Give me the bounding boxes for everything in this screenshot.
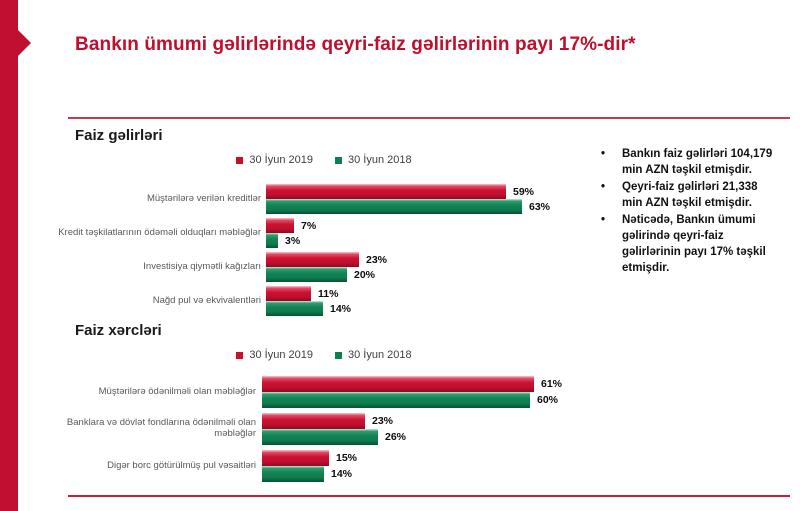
chart-row: Kredit təşkilatlarının ödəməli olduqları…	[53, 218, 550, 248]
legend-swatch-icon	[236, 351, 244, 359]
bar-value-label: 23%	[372, 415, 394, 427]
legend-label: 30 İyun 2018	[348, 349, 412, 361]
bar-30-i̇yun-2018	[266, 199, 522, 214]
category-label: Nağd pul və ekvivalentləri	[152, 294, 261, 306]
bar-line: 7%	[266, 218, 316, 233]
bar-30-i̇yun-2019	[266, 184, 506, 199]
bar-line: 11%	[266, 286, 351, 301]
legend-item: 30 İyun 2018	[335, 154, 412, 166]
bar-value-label: 20%	[354, 268, 376, 281]
bar-30-i̇yun-2019	[266, 252, 359, 267]
bar-group: 23% 20%	[266, 252, 387, 282]
bar-group: 23% 26%	[262, 413, 406, 445]
category-label: Müştərilərə verilən kreditlər	[146, 192, 261, 204]
left-accent-bar	[0, 0, 18, 511]
legend-label: 30 İyun 2019	[249, 349, 313, 361]
bar-value-label: 7%	[301, 219, 317, 232]
bar-30-i̇yun-2018	[262, 466, 324, 482]
note-item: • Nəticədə, Bankın ümumi gəlirində qeyri…	[597, 212, 775, 276]
category-label: Müştərilərə ödənilməli olan məbləğlər	[98, 385, 256, 397]
bar-30-i̇yun-2019	[266, 286, 311, 301]
bar-line: 23%	[266, 252, 387, 267]
legend-chart-1: 30 İyun 2019 30 İyun 2018	[53, 349, 595, 361]
chart-row: Investisiya qiymətli kağızları 23% 20%	[53, 252, 550, 282]
bar-value-label: 63%	[529, 200, 551, 213]
legend-swatch-icon	[335, 156, 342, 164]
bullet-icon: •	[601, 214, 606, 226]
notes-panel: • Bankın faiz gəlirləri 104,179 min AZN …	[597, 146, 775, 277]
bar-line: 23%	[262, 413, 406, 429]
legend-swatch-icon	[236, 156, 244, 164]
chart-title-faiz-gelirleri: Faiz gəlirləri	[75, 127, 163, 144]
bar-value-label: 11%	[318, 287, 339, 300]
legend-label: 30 İyun 2019	[249, 154, 313, 166]
chart-row: Müştərilərə ödənilməli olan məbləğlər 61%…	[53, 376, 562, 408]
bar-group: 61% 60%	[262, 376, 562, 408]
bar-30-i̇yun-2018	[262, 392, 530, 408]
note-item: • Qeyri-faiz gəlirləri 21,338 min AZN tə…	[597, 179, 775, 211]
bar-line: 26%	[262, 429, 406, 445]
bar-30-i̇yun-2019	[262, 413, 365, 429]
bar-line: 15%	[262, 450, 357, 466]
note-text: Qeyri-faiz gəlirləri 21,338 min AZN təşk…	[622, 181, 758, 209]
legend-item: 30 İyun 2018	[335, 349, 412, 361]
chart-row: Digər borc götürülmüş pul vəsaitləri 15% 1…	[53, 450, 562, 482]
bar-30-i̇yun-2019	[266, 218, 294, 233]
category-label: Investisiya qiymətli kağızları	[143, 260, 261, 272]
category-label: Kredit təşkilatlarının ödəməli olduqları…	[58, 226, 261, 238]
bar-group: 7% 3%	[266, 218, 316, 248]
note-text: Bankın faiz gəlirləri 104,179 min AZN tə…	[622, 148, 773, 176]
bar-value-label: 26%	[385, 431, 407, 443]
note-text: Nəticədə, Bankın ümumi gəlirində qeyri-f…	[622, 214, 766, 274]
slide-title: Bankın ümumi gəlirlərində qeyri-faiz gəl…	[75, 34, 636, 55]
bar-group: 15% 14%	[262, 450, 357, 482]
bar-30-i̇yun-2018	[266, 267, 347, 282]
chart-faiz-xercleri: Müştərilərə ödənilməli olan məbləğlər 61%…	[53, 376, 562, 487]
legend-chart-0: 30 İyun 2019 30 İyun 2018	[53, 154, 595, 166]
bar-value-label: 14%	[331, 468, 353, 480]
bar-line: 60%	[262, 392, 562, 408]
legend-item: 30 İyun 2019	[236, 349, 313, 361]
bar-line: 63%	[266, 199, 550, 214]
arrow-right-icon	[18, 30, 31, 56]
category-label: Banklara və dövlət fondlarına ödənilməli…	[66, 417, 256, 439]
bar-30-i̇yun-2018	[266, 301, 323, 316]
category-label: Digər borc götürülmüş pul vəsaitləri	[107, 459, 256, 471]
bar-line: 61%	[262, 376, 562, 392]
bar-line: 59%	[266, 184, 550, 199]
chart-faiz-gelirleri: Müştərilərə verilən kreditlər 59% 63% Kredi…	[53, 184, 550, 320]
note-item: • Bankın faiz gəlirləri 104,179 min AZN …	[597, 146, 775, 178]
bullet-icon: •	[601, 148, 606, 160]
bottom-divider	[68, 495, 790, 497]
bullet-icon: •	[601, 181, 606, 193]
bar-value-label: 61%	[541, 378, 563, 390]
bar-line: 14%	[266, 301, 351, 316]
bar-group: 59% 63%	[266, 184, 550, 214]
bar-group: 11% 14%	[266, 286, 351, 316]
chart-title-faiz-xercleri: Faiz xərcləri	[75, 322, 162, 339]
bar-value-label: 60%	[537, 394, 559, 406]
bar-value-label: 59%	[513, 185, 535, 198]
chart-row: Nağd pul və ekvivalentləri 11% 14%	[53, 286, 550, 316]
bar-value-label: 23%	[366, 253, 388, 266]
bar-line: 20%	[266, 267, 387, 282]
bar-30-i̇yun-2019	[262, 376, 534, 392]
chart-row: Müştərilərə verilən kreditlər 59% 63%	[53, 184, 550, 214]
legend-label: 30 İyun 2018	[348, 154, 412, 166]
bar-line: 14%	[262, 466, 357, 482]
bar-value-label: 15%	[336, 452, 358, 464]
bar-30-i̇yun-2018	[262, 429, 378, 445]
top-divider	[68, 117, 790, 119]
bar-line: 3%	[266, 233, 316, 248]
chart-row: Banklara və dövlət fondlarına ödənilməli…	[53, 413, 562, 445]
bar-value-label: 3%	[285, 234, 301, 247]
bar-30-i̇yun-2018	[266, 233, 278, 248]
bar-value-label: 14%	[330, 302, 352, 315]
bar-30-i̇yun-2019	[262, 450, 329, 466]
legend-item: 30 İyun 2019	[236, 154, 313, 166]
legend-swatch-icon	[335, 351, 342, 359]
